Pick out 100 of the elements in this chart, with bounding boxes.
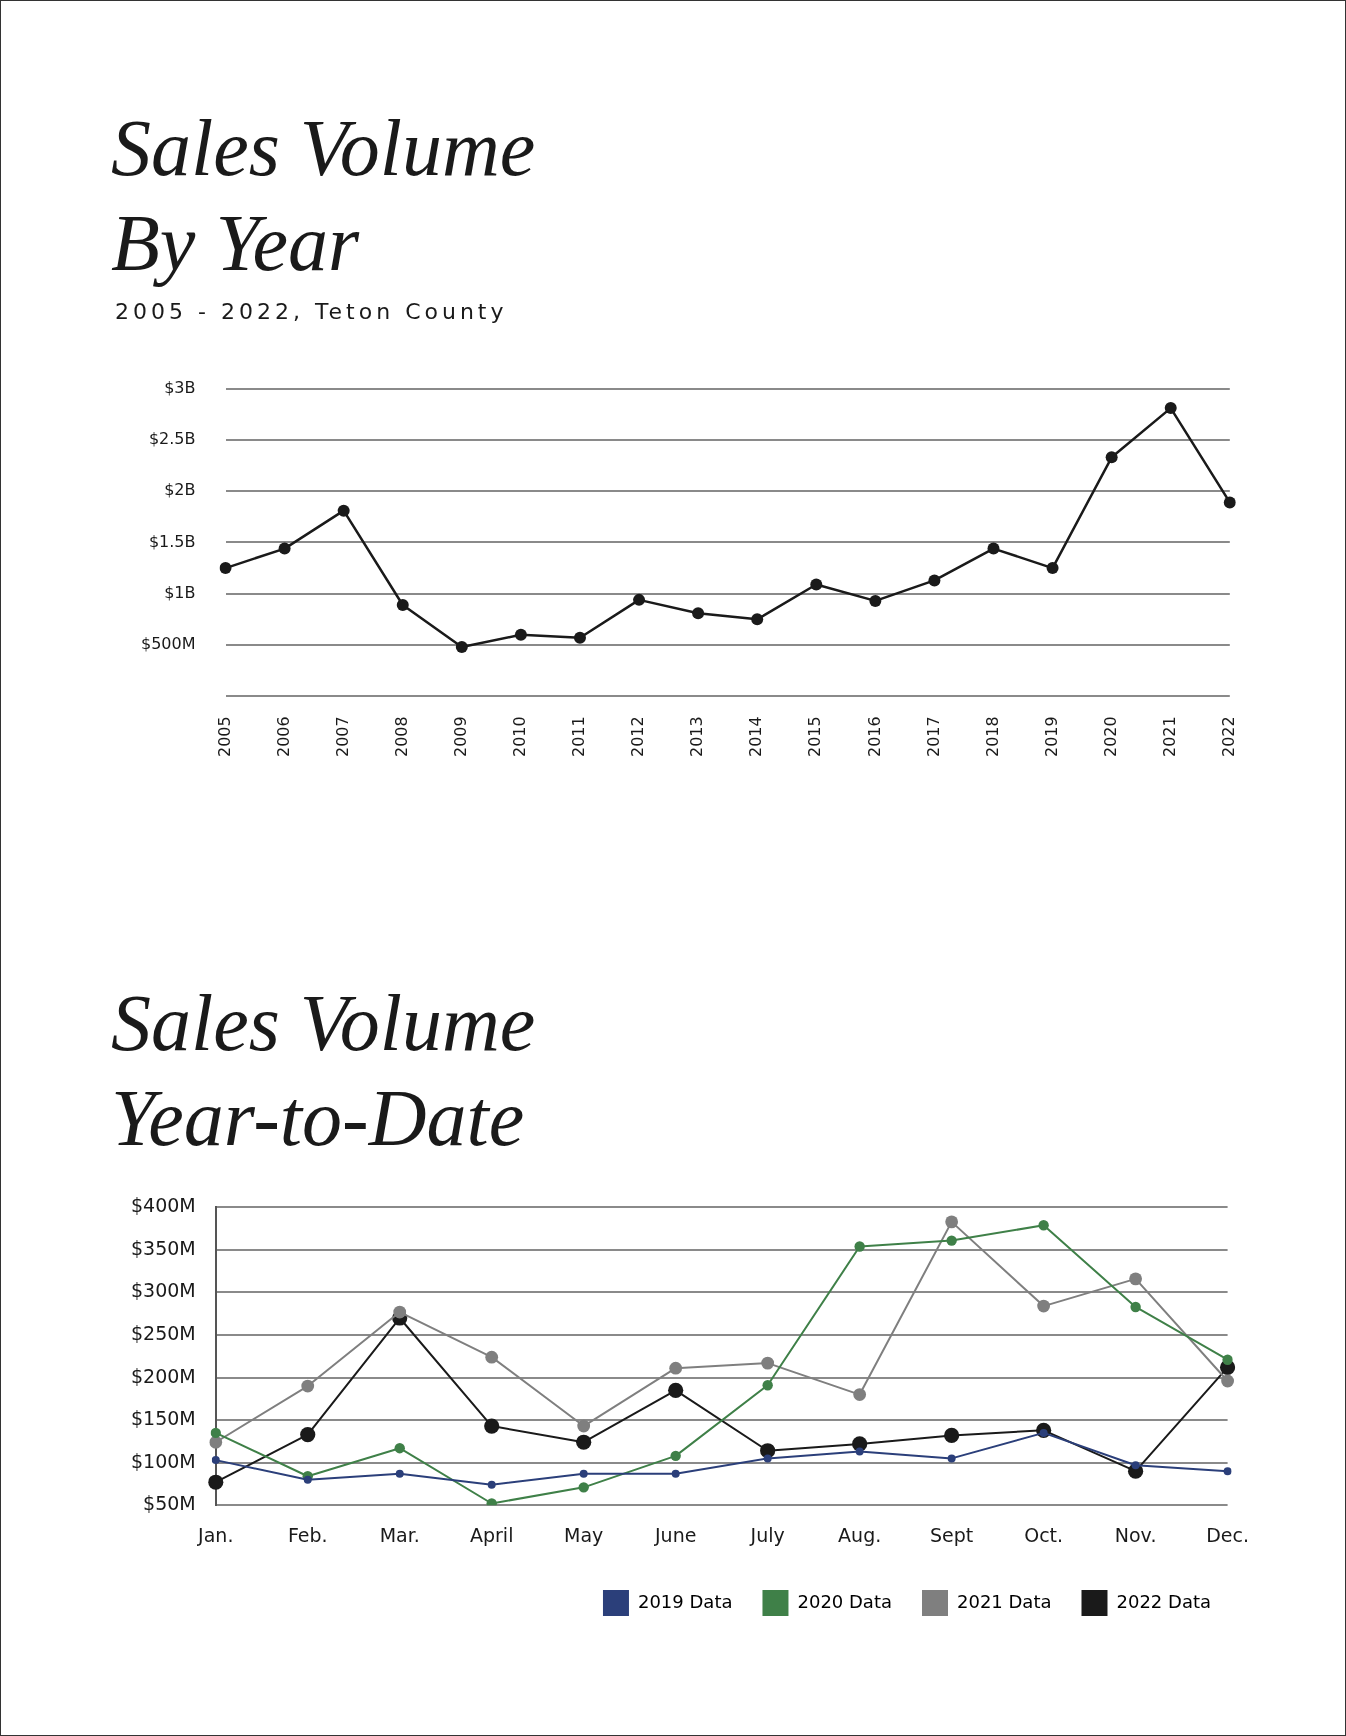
x-tick-label: 2012 xyxy=(628,716,648,757)
x-tick-label: Nov. xyxy=(1114,1523,1157,1546)
legend-label: 2020 Data xyxy=(797,1590,892,1612)
point xyxy=(395,1469,404,1478)
point xyxy=(576,1434,592,1450)
point xyxy=(396,599,409,611)
x-tick-label: 2011 xyxy=(569,716,589,757)
point xyxy=(855,1447,864,1456)
point xyxy=(278,542,291,555)
x-tick-label: Aug. xyxy=(838,1523,882,1546)
y-tick-label: $1B xyxy=(164,582,196,602)
x-tick-label: Jan. xyxy=(197,1523,234,1546)
point xyxy=(854,1241,865,1252)
x-tick-label: 2013 xyxy=(687,716,707,757)
point xyxy=(763,1454,772,1463)
y-tick-label: $350M xyxy=(131,1236,196,1259)
point xyxy=(1038,1220,1049,1231)
y-tick-label: $400M xyxy=(131,1194,196,1217)
y-tick-label: $3B xyxy=(164,377,196,397)
point xyxy=(670,1450,681,1462)
y-tick-label: $2B xyxy=(164,480,196,500)
y-tick-label: $50M xyxy=(143,1492,196,1515)
point xyxy=(946,1235,957,1246)
y-tick-label: $250M xyxy=(131,1321,196,1344)
point xyxy=(692,607,705,620)
x-tick-label: 2021 xyxy=(1159,716,1179,757)
point xyxy=(853,1388,867,1401)
x-tick-label: 2010 xyxy=(510,716,530,757)
x-tick-label: 2019 xyxy=(1041,716,1061,757)
x-tick-label: Oct. xyxy=(1024,1523,1064,1546)
x-tick-label: Dec. xyxy=(1206,1523,1249,1546)
point xyxy=(579,1469,588,1478)
point xyxy=(303,1475,312,1484)
point xyxy=(869,594,882,607)
y-tick-label: $150M xyxy=(131,1407,196,1430)
point xyxy=(211,1456,220,1465)
x-tick-label: 2015 xyxy=(805,716,825,757)
legend-label: 2022 Data xyxy=(1116,1590,1212,1612)
point xyxy=(394,1442,405,1454)
point xyxy=(1131,1461,1140,1470)
chart-title: Sales Volume By Year xyxy=(111,103,537,289)
point xyxy=(455,641,468,654)
x-tick-label: 2005 xyxy=(214,716,234,757)
point xyxy=(301,1379,315,1393)
x-tick-label: May xyxy=(564,1523,604,1546)
x-tick-label: July xyxy=(749,1523,785,1546)
point xyxy=(1223,496,1236,509)
x-tick-label: 2009 xyxy=(450,716,470,757)
y-tick-label: $200M xyxy=(131,1364,196,1387)
point xyxy=(762,1380,773,1391)
point xyxy=(1223,1467,1232,1476)
point xyxy=(633,593,646,606)
x-tick-label: 2006 xyxy=(273,716,293,757)
x-tick-label: 2020 xyxy=(1100,716,1120,757)
point xyxy=(761,1356,775,1370)
point xyxy=(1221,1374,1234,1388)
legend-label: 2019 Data xyxy=(637,1590,733,1612)
point xyxy=(1129,1272,1143,1286)
x-tick-label: Sept xyxy=(930,1523,974,1546)
x-tick-label: Feb. xyxy=(287,1523,328,1546)
point xyxy=(486,1498,497,1506)
point xyxy=(669,1361,683,1375)
x-tick-label: 2008 xyxy=(391,716,411,757)
point xyxy=(573,631,586,644)
point xyxy=(671,1469,680,1478)
point xyxy=(810,578,823,591)
y-tick-label: $1.5B xyxy=(148,531,196,551)
point xyxy=(514,628,527,641)
x-tick-label: 2007 xyxy=(332,716,352,757)
point xyxy=(485,1350,499,1364)
chart-subtitle: 2005 - 2022, Teton County xyxy=(115,299,509,324)
legend-label: 2021 Data xyxy=(956,1590,1052,1612)
point xyxy=(300,1426,316,1443)
x-tick-label: Mar. xyxy=(379,1523,420,1546)
point xyxy=(1046,562,1059,575)
y-tick-label: $100M xyxy=(131,1449,196,1472)
point xyxy=(944,1427,960,1444)
point xyxy=(210,1427,221,1439)
x-tick-label: June xyxy=(653,1523,697,1546)
point xyxy=(1222,1354,1233,1365)
point xyxy=(487,1480,496,1489)
point xyxy=(219,562,232,575)
x-tick-label: 2017 xyxy=(923,716,943,757)
point xyxy=(668,1382,684,1398)
point xyxy=(208,1474,224,1490)
point xyxy=(577,1419,591,1433)
y-tick-label: $300M xyxy=(131,1279,196,1302)
point xyxy=(751,613,764,626)
point xyxy=(1130,1301,1141,1313)
point xyxy=(987,542,1000,555)
y-tick-label: $500M xyxy=(140,634,196,654)
point xyxy=(1164,402,1177,415)
point xyxy=(945,1215,959,1229)
point xyxy=(928,574,941,587)
x-tick-label: 2022 xyxy=(1218,716,1238,757)
point xyxy=(337,504,350,517)
x-tick-label: 2014 xyxy=(746,716,766,757)
point xyxy=(393,1305,407,1319)
x-tick-label: 2016 xyxy=(864,716,884,757)
chart-title: Sales Volume Year-to-Date xyxy=(111,978,537,1164)
